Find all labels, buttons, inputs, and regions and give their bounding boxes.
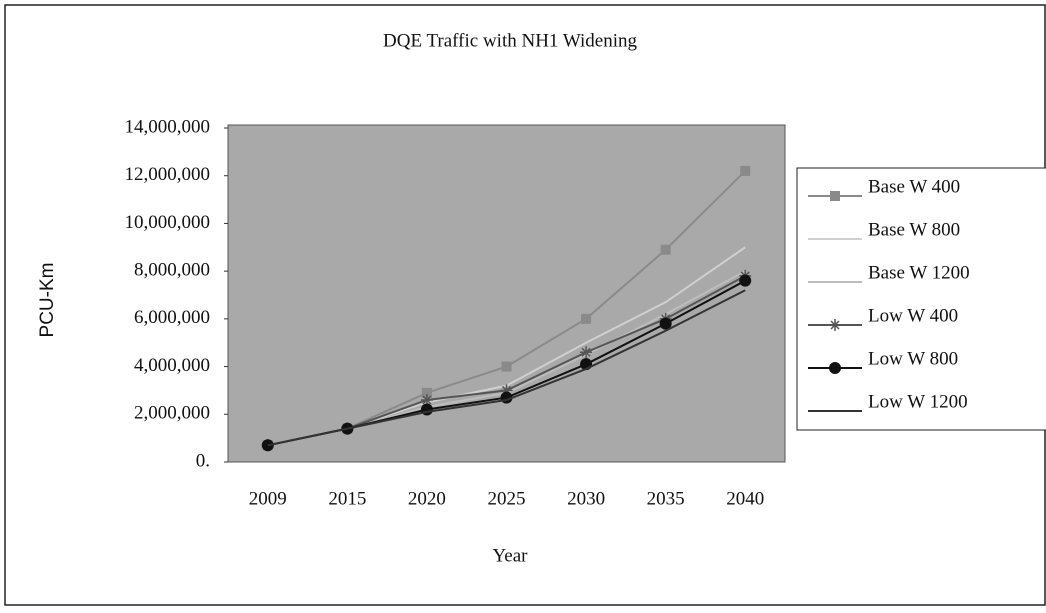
- point: [660, 244, 671, 255]
- y-tick-label: 8,000,000: [134, 260, 210, 281]
- x-tick-label: 2030: [567, 488, 605, 509]
- x-tick-label: 2035: [647, 488, 685, 509]
- point: [829, 319, 841, 331]
- point: [501, 361, 512, 372]
- point: [740, 165, 751, 176]
- chart-title: DQE Traffic with NH1 Widening: [383, 30, 637, 51]
- plot-area: [227, 124, 786, 463]
- y-tick-label: 12,000,000: [125, 164, 211, 185]
- y-tick-label: 14,000,000: [125, 116, 211, 137]
- x-tick-label: 2040: [726, 488, 764, 509]
- legend-label: Base W 400: [868, 176, 960, 197]
- legend-label: Low W 1200: [868, 391, 968, 412]
- y-axis-label: PCU-Km: [37, 263, 58, 338]
- point: [739, 274, 752, 287]
- y-tick-label: 4,000,000: [134, 355, 210, 376]
- y-tick-label: 10,000,000: [125, 212, 211, 233]
- y-tick-label: 0.: [196, 450, 210, 471]
- point: [829, 362, 841, 374]
- point: [421, 387, 432, 398]
- point: [580, 346, 593, 359]
- y-tick-label: 2,000,000: [134, 403, 210, 424]
- legend-box: [796, 167, 1046, 431]
- y-tick-label: 6,000,000: [134, 307, 210, 328]
- x-tick-label: 2025: [488, 488, 526, 509]
- point: [581, 313, 592, 324]
- series-line: [267, 289, 746, 447]
- x-axis-label: Year: [492, 545, 528, 566]
- legend-label: Low W 400: [868, 305, 958, 326]
- point: [830, 191, 840, 201]
- x-tick-label: 2020: [408, 488, 446, 509]
- point: [420, 393, 433, 406]
- legend-label: Base W 800: [868, 219, 960, 240]
- legend-label: Base W 1200: [868, 262, 970, 283]
- x-tick-label: 2015: [328, 488, 366, 509]
- legend-label: Low W 800: [868, 348, 958, 369]
- point: [500, 384, 513, 397]
- point: [659, 317, 672, 330]
- x-tick-label: 2009: [249, 488, 287, 509]
